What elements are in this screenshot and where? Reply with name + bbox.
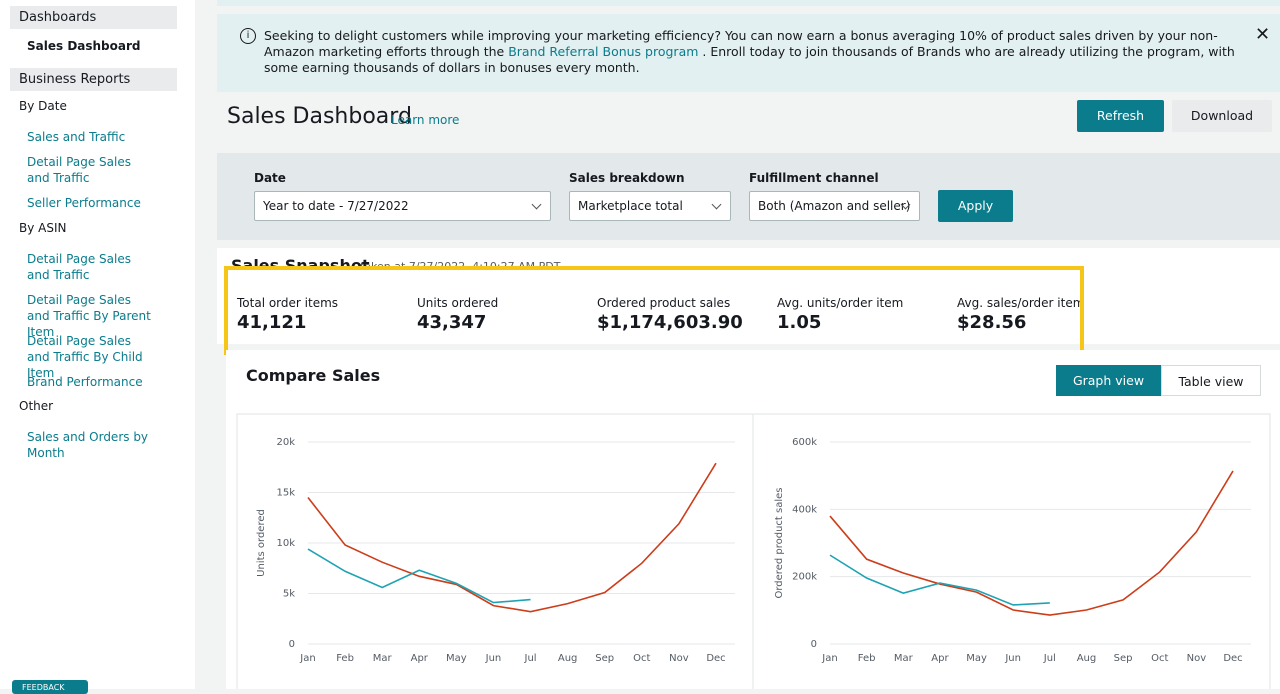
nav-link[interactable]: Detail Page Sales and Traffic By Child I… [27, 334, 143, 380]
metric-value: 41,121 [237, 312, 307, 333]
y-tick-label: 5k [283, 589, 295, 600]
download-button[interactable]: Download [1172, 100, 1272, 132]
close-icon[interactable]: ✕ [1255, 24, 1271, 45]
x-tick-label: Oct [633, 653, 650, 664]
line-series [307, 462, 717, 613]
x-tick-label: Mar [894, 653, 914, 664]
metric-value: 43,347 [417, 312, 487, 333]
learn-more[interactable]: Learn more [391, 113, 460, 127]
x-tick-label: Feb [858, 653, 876, 664]
metric: Total order items 41,121 [237, 296, 338, 333]
metric-label: Units ordered [417, 296, 499, 310]
metric-value: $1,174,603.90 [597, 312, 743, 333]
x-tick-label: Jun [1004, 653, 1021, 664]
filter-bar: Date Year to date - 7/27/2022 Sales brea… [217, 153, 1280, 240]
banner-link[interactable]: Brand Referral Bonus program [508, 44, 699, 59]
x-tick-label: Sep [1114, 653, 1133, 664]
page-title: Sales Dashboard [227, 104, 412, 129]
nav-header[interactable]: Dashboards [10, 6, 177, 29]
x-tick-label: May [966, 653, 987, 664]
banner-top [217, 0, 1280, 6]
sidebar: Dashboards Sales Dashboard Business Repo… [0, 0, 195, 694]
y-tick-label: 600k [792, 437, 817, 448]
x-tick-label: Oct [1151, 653, 1168, 664]
y-tick-label: 400k [792, 504, 817, 515]
x-tick-label: Jul [1043, 653, 1056, 664]
nav-group: By Date [19, 99, 67, 113]
x-tick-label: Feb [336, 653, 354, 664]
nav-link[interactable]: Sales and Orders by Month [27, 430, 149, 460]
metric-value: 1.05 [777, 312, 822, 333]
x-tick-label: Nov [1187, 653, 1207, 664]
x-tick-label: Mar [373, 653, 393, 664]
y-tick-label: 0 [289, 639, 295, 650]
table-view-tab[interactable]: Table view [1161, 365, 1261, 396]
y-axis-label: Ordered product sales [774, 488, 785, 599]
metric-label: Ordered product sales [597, 296, 731, 310]
line-series [307, 548, 531, 604]
nav-link[interactable]: Seller Performance [27, 196, 141, 210]
line-series [829, 554, 1050, 606]
x-tick-label: Jun [485, 653, 502, 664]
y-axis-label: Units ordered [256, 509, 267, 577]
x-tick-label: Jul [524, 653, 537, 664]
y-tick-label: 20k [276, 437, 295, 448]
nav-link[interactable]: Brand Performance [27, 375, 143, 389]
compare-title: Compare Sales [246, 366, 381, 385]
banner-text: Seeking to delight customers while impro… [264, 28, 1218, 59]
filter-label: Date [254, 171, 286, 185]
graph-view-tab[interactable]: Graph view [1056, 365, 1161, 396]
apply-button[interactable]: Apply [938, 190, 1013, 222]
nav-link[interactable]: Detail Page Sales and Traffic By Parent … [27, 293, 151, 339]
info-icon: i [240, 28, 256, 44]
x-tick-label: Dec [706, 653, 725, 664]
nav-header[interactable]: Business Reports [10, 68, 177, 91]
banner-text: . Enroll today to join thousands of Bran… [264, 44, 1235, 75]
metric-value: $28.56 [957, 312, 1027, 333]
x-tick-label: Nov [669, 653, 689, 664]
line-series [829, 470, 1234, 616]
metric: Ordered product sales $1,174,603.90 [597, 296, 743, 333]
metrics: Total order items 41,121 Units ordered 43,… [217, 270, 1280, 344]
filter-label: Fulfillment channel [749, 171, 879, 185]
metric: Units ordered 43,347 [417, 296, 498, 333]
x-tick-label: Aug [558, 653, 578, 664]
nav-group: By ASIN [19, 221, 67, 235]
x-tick-label: Aug [1077, 653, 1097, 664]
date-select[interactable]: Year to date - 7/27/2022 [254, 191, 551, 221]
banner-text: Seeking to delight customers while impro… [264, 28, 1249, 76]
x-tick-label: May [446, 653, 467, 664]
x-tick-label: Jan [299, 653, 315, 664]
y-tick-label: 0 [811, 639, 817, 650]
x-tick-label: Sep [595, 653, 614, 664]
filter-label: Sales breakdown [569, 171, 685, 185]
nav-link[interactable]: Detail Page Sales and Traffic [27, 155, 131, 185]
nav-link[interactable]: Sales and Traffic [27, 130, 126, 144]
banner: i Seeking to delight customers while imp… [217, 14, 1280, 92]
metric: Avg. units/order item 1.05 [777, 296, 903, 333]
metric-label: Total order items [237, 296, 339, 310]
nav-link[interactable]: Detail Page Sales and Traffic [27, 252, 131, 282]
nav-group: Other [19, 399, 54, 413]
metric: Avg. sales/order item $28.56 [957, 296, 1084, 333]
metric-label: Avg. units/order item [777, 296, 904, 310]
metric-label: Avg. sales/order item [957, 296, 1085, 310]
y-tick-label: 15k [276, 488, 295, 499]
channel-select[interactable]: Both (Amazon and seller) [749, 191, 920, 221]
refresh-button[interactable]: Refresh [1077, 100, 1164, 132]
y-tick-label: 10k [276, 538, 295, 549]
y-tick-label: 200k [792, 572, 817, 583]
x-tick-label: Dec [1223, 653, 1242, 664]
x-tick-label: Apr [411, 653, 429, 664]
x-tick-label: Apr [931, 653, 949, 664]
breakdown-select[interactable]: Marketplace total [569, 191, 731, 221]
x-tick-label: Jan [821, 653, 837, 664]
nav-link[interactable]: Sales Dashboard [27, 39, 141, 53]
